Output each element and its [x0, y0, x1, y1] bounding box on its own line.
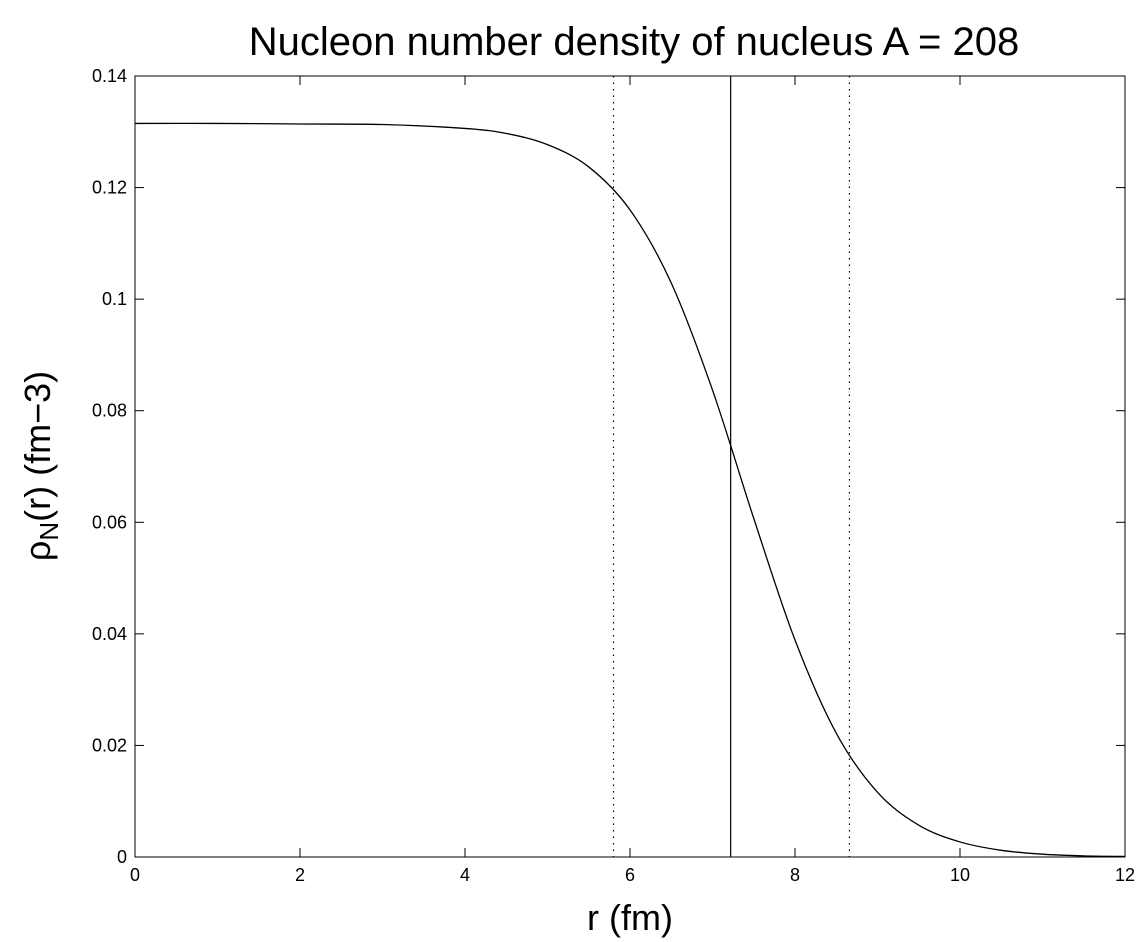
series-group: [134, 122, 1126, 858]
y-tick-label: 0.08: [92, 401, 127, 421]
y-tick-label: 0.14: [92, 66, 127, 86]
x-axis: 0 2 4 6 8 10 12: [130, 76, 1135, 885]
chart-title: Nucleon number density of nucleus A = 20…: [249, 20, 1020, 64]
x-tick-label: 0: [130, 865, 140, 885]
y-tick-label: 0.04: [92, 624, 127, 644]
x-tick-label: 10: [950, 865, 970, 885]
x-tick-label: 12: [1115, 865, 1135, 885]
y-tick-label: 0.12: [92, 178, 127, 198]
plot-frame: [134, 75, 1126, 858]
y-axis: 0 0.02 0.04 0.06 0.08 0.1 0.12 0.14: [92, 66, 1125, 867]
x-tick-label: 6: [625, 865, 635, 885]
x-tick-label: 8: [790, 865, 800, 885]
y-axis-label-symbol: ρ: [17, 541, 58, 561]
x-axis-label: r (fm): [587, 897, 673, 938]
reference-lines: [612, 76, 851, 857]
plot-area: 0 2 4 6 8 10 12 0 0.02 0.04 0.06 0.08 0.1 0.12 0.14: [92, 66, 1135, 885]
y-axis-label-exponent: −3: [17, 383, 58, 424]
density-curve: [134, 122, 1126, 858]
y-axis-label-close: ): [17, 371, 58, 383]
y-tick-label: 0.02: [92, 735, 127, 755]
y-axis-label: ρN(r) (fm−3): [17, 371, 64, 561]
y-tick-label: 0.1: [102, 289, 127, 309]
y-tick-label: 0: [117, 847, 127, 867]
y-axis-label-subscript: N: [34, 522, 64, 541]
x-tick-label: 4: [460, 865, 470, 885]
x-tick-label: 2: [295, 865, 305, 885]
y-tick-label: 0.06: [92, 512, 127, 532]
y-axis-label-rest: (r) (fm: [17, 424, 58, 522]
